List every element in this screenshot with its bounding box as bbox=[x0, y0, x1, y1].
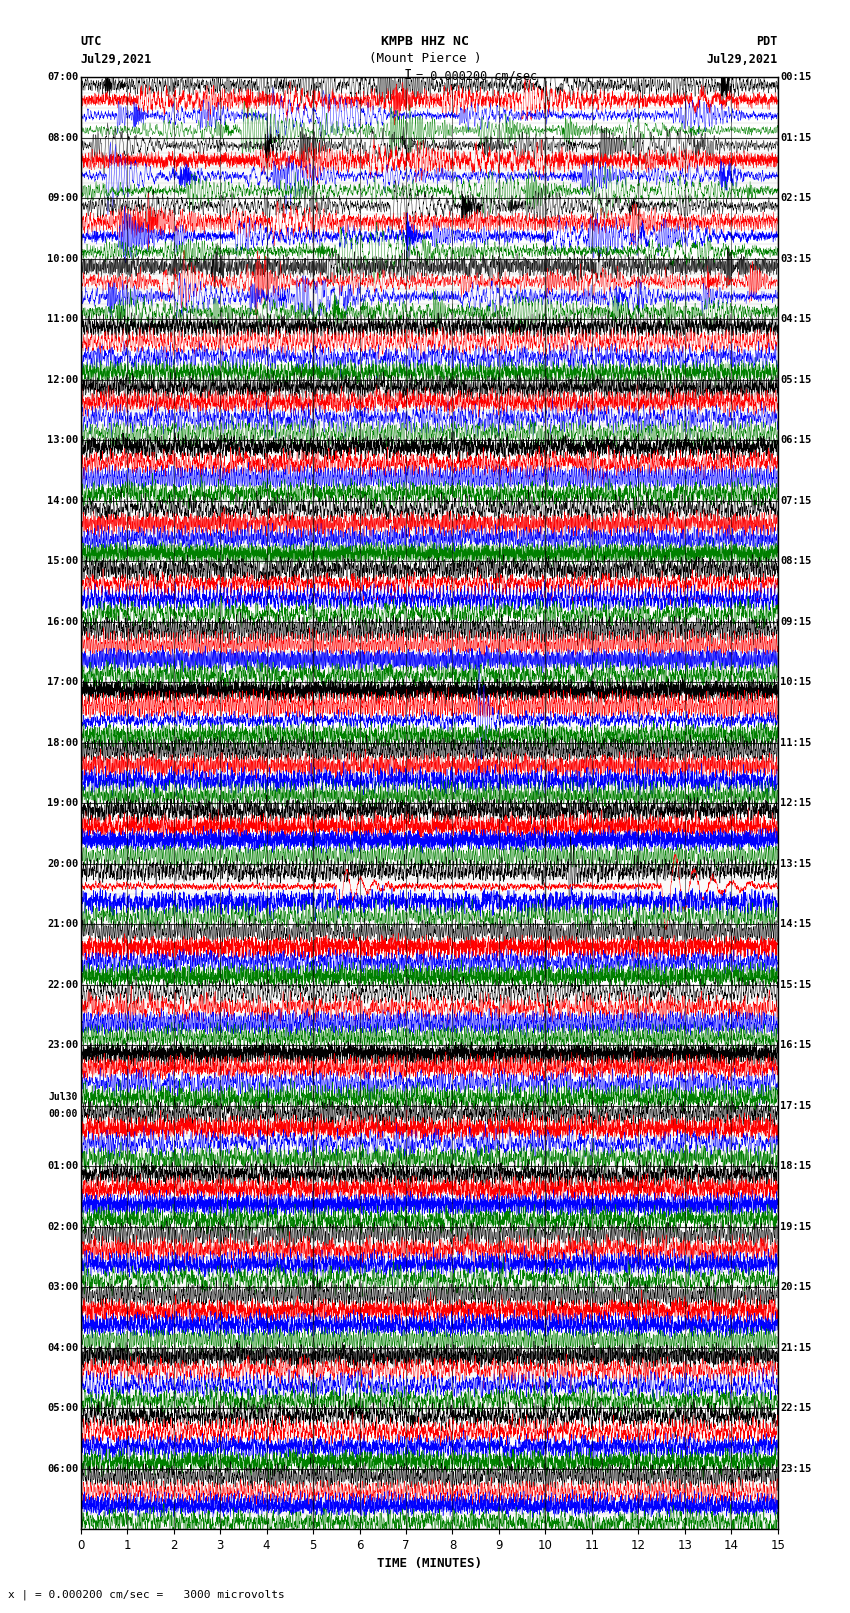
Text: 05:00: 05:00 bbox=[47, 1403, 78, 1413]
Text: UTC: UTC bbox=[81, 35, 102, 48]
Text: 09:15: 09:15 bbox=[780, 616, 812, 627]
Text: 22:15: 22:15 bbox=[780, 1403, 812, 1413]
Bar bbox=[81, 1227, 778, 1287]
Bar bbox=[81, 1347, 778, 1408]
Text: 17:15: 17:15 bbox=[780, 1100, 812, 1111]
Text: 12:15: 12:15 bbox=[780, 798, 812, 808]
Text: 21:15: 21:15 bbox=[780, 1342, 812, 1353]
Text: 04:15: 04:15 bbox=[780, 315, 812, 324]
Text: 18:00: 18:00 bbox=[47, 737, 78, 748]
Text: 03:15: 03:15 bbox=[780, 253, 812, 265]
Text: 00:00: 00:00 bbox=[48, 1110, 78, 1119]
Text: 11:15: 11:15 bbox=[780, 737, 812, 748]
Bar bbox=[81, 742, 778, 803]
Text: 13:15: 13:15 bbox=[780, 858, 812, 869]
Text: 02:15: 02:15 bbox=[780, 194, 812, 203]
Text: Jul30: Jul30 bbox=[48, 1092, 78, 1103]
Text: 08:15: 08:15 bbox=[780, 556, 812, 566]
Text: 10:00: 10:00 bbox=[47, 253, 78, 265]
Bar bbox=[81, 381, 778, 440]
Text: 07:00: 07:00 bbox=[47, 73, 78, 82]
Text: KMPB HHZ NC: KMPB HHZ NC bbox=[381, 35, 469, 48]
Text: 19:15: 19:15 bbox=[780, 1221, 812, 1232]
Text: 20:15: 20:15 bbox=[780, 1282, 812, 1292]
Text: 05:15: 05:15 bbox=[780, 374, 812, 386]
Text: 20:00: 20:00 bbox=[47, 858, 78, 869]
Text: 19:00: 19:00 bbox=[47, 798, 78, 808]
Text: (Mount Pierce ): (Mount Pierce ) bbox=[369, 52, 481, 65]
Text: Jul29,2021: Jul29,2021 bbox=[81, 53, 152, 66]
Text: 07:15: 07:15 bbox=[780, 495, 812, 506]
Text: 21:00: 21:00 bbox=[47, 919, 78, 929]
Text: 10:15: 10:15 bbox=[780, 677, 812, 687]
Text: 06:15: 06:15 bbox=[780, 436, 812, 445]
Text: 16:00: 16:00 bbox=[47, 616, 78, 627]
Bar bbox=[81, 984, 778, 1045]
Bar bbox=[81, 1468, 778, 1529]
Text: 12:00: 12:00 bbox=[47, 374, 78, 386]
Text: 09:00: 09:00 bbox=[47, 194, 78, 203]
Text: 16:15: 16:15 bbox=[780, 1040, 812, 1050]
Text: 00:15: 00:15 bbox=[780, 73, 812, 82]
Bar bbox=[81, 260, 778, 319]
Text: 06:00: 06:00 bbox=[47, 1463, 78, 1474]
Text: x | = 0.000200 cm/sec =   3000 microvolts: x | = 0.000200 cm/sec = 3000 microvolts bbox=[8, 1589, 286, 1600]
Text: 15:15: 15:15 bbox=[780, 979, 812, 990]
Text: PDT: PDT bbox=[756, 35, 778, 48]
Bar bbox=[81, 500, 778, 561]
Text: 01:15: 01:15 bbox=[780, 132, 812, 144]
Bar bbox=[81, 865, 778, 924]
Text: 15:00: 15:00 bbox=[47, 556, 78, 566]
Text: 01:00: 01:00 bbox=[47, 1161, 78, 1171]
Text: 14:15: 14:15 bbox=[780, 919, 812, 929]
Text: 11:00: 11:00 bbox=[47, 315, 78, 324]
Text: Jul29,2021: Jul29,2021 bbox=[706, 53, 778, 66]
Text: 23:00: 23:00 bbox=[47, 1040, 78, 1050]
Text: = 0.000200 cm/sec: = 0.000200 cm/sec bbox=[416, 69, 537, 82]
Bar bbox=[81, 1107, 778, 1166]
Text: 04:00: 04:00 bbox=[47, 1342, 78, 1353]
Text: 14:00: 14:00 bbox=[47, 495, 78, 506]
Text: 03:00: 03:00 bbox=[47, 1282, 78, 1292]
Text: 13:00: 13:00 bbox=[47, 436, 78, 445]
X-axis label: TIME (MINUTES): TIME (MINUTES) bbox=[377, 1558, 482, 1571]
Text: 22:00: 22:00 bbox=[47, 979, 78, 990]
Text: 02:00: 02:00 bbox=[47, 1221, 78, 1232]
Text: 23:15: 23:15 bbox=[780, 1463, 812, 1474]
Text: 18:15: 18:15 bbox=[780, 1161, 812, 1171]
Text: I: I bbox=[404, 68, 412, 82]
Bar bbox=[81, 139, 778, 198]
Bar bbox=[81, 621, 778, 682]
Text: 08:00: 08:00 bbox=[47, 132, 78, 144]
Text: 17:00: 17:00 bbox=[47, 677, 78, 687]
